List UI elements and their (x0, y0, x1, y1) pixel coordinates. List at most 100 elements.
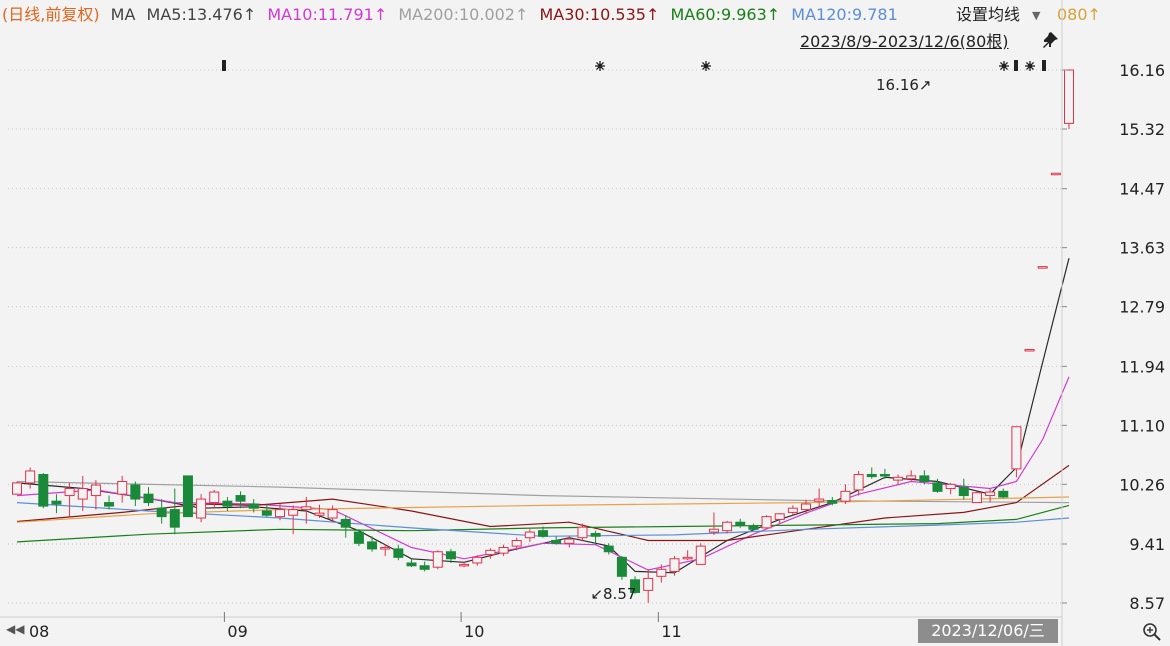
candle-body (893, 476, 904, 481)
candle-body (866, 473, 877, 478)
candle-body (1024, 348, 1035, 352)
candle (25, 467, 36, 489)
y-tick-label: 13.63 (1119, 239, 1165, 258)
candle-body (288, 509, 299, 516)
candle-body (25, 470, 36, 484)
candle (945, 482, 956, 495)
candle-body (261, 510, 272, 516)
candle-body (248, 503, 259, 509)
candle-body (209, 491, 220, 504)
x-tick-label: 10 (464, 622, 484, 641)
candle (209, 489, 220, 509)
candle-body (77, 488, 88, 500)
candle (77, 475, 88, 512)
ma-label: MA (110, 5, 136, 24)
candle-body (275, 509, 285, 518)
candle (814, 488, 825, 507)
candle-body (472, 556, 483, 564)
candle-body (538, 530, 548, 537)
candle-body (616, 556, 627, 577)
candle-body (367, 541, 378, 550)
candle-body (945, 483, 956, 490)
candle-body (906, 475, 917, 480)
candle-body (682, 556, 693, 560)
candle (656, 564, 667, 583)
ma-overflow-value: 080↑ (1057, 5, 1101, 24)
candle-body (564, 538, 575, 544)
ma30-value: MA30:10.535↑ (539, 5, 660, 24)
candle (485, 548, 496, 559)
chart-mode-label: (日线,前复权) (2, 5, 100, 24)
candle-body (695, 545, 706, 565)
event-marker-icon (595, 61, 605, 71)
candle-body (748, 525, 759, 530)
candle (130, 481, 141, 507)
candle (419, 561, 430, 572)
candle-body (353, 531, 364, 544)
candle (998, 488, 1009, 499)
candle (735, 518, 746, 528)
candle-body (511, 540, 522, 547)
candle (603, 543, 614, 555)
candle (669, 555, 680, 576)
candle (143, 487, 154, 507)
date-range-label[interactable]: 2023/8/9-2023/12/6(80根) (800, 32, 1009, 51)
candle (38, 473, 49, 509)
rewind-icon[interactable]: ◀◀ (6, 622, 25, 636)
candle (459, 561, 470, 568)
y-tick-label: 8.57 (1129, 594, 1165, 613)
zoom-icon[interactable] (1140, 620, 1164, 642)
candle-body (445, 551, 456, 560)
candle-body (840, 490, 851, 502)
candle (314, 504, 325, 519)
candle (472, 555, 483, 566)
candle (906, 470, 917, 482)
y-tick-label: 11.94 (1119, 357, 1165, 376)
candle (551, 536, 562, 545)
candle (432, 550, 443, 570)
candle (774, 513, 785, 524)
candle-body (90, 484, 101, 497)
candle (958, 478, 969, 500)
event-marker-icon (701, 61, 711, 71)
candle-body (314, 512, 325, 516)
candle-body (459, 563, 470, 567)
set-ma-button[interactable]: 设置均线 ▼ (956, 4, 1043, 26)
candle (761, 515, 772, 530)
candle (866, 467, 877, 479)
y-tick-label: 16.16 (1119, 61, 1165, 80)
chevron-down-icon: ▼ (1032, 8, 1041, 22)
candle-body (879, 473, 890, 477)
candle-body (761, 516, 772, 529)
candle (275, 503, 285, 521)
x-tick-label: 08 (29, 622, 49, 641)
candle (919, 470, 930, 485)
candle (196, 494, 207, 523)
ma120-value: MA120:9.781 (791, 5, 898, 24)
candle (630, 576, 641, 594)
x-tick-label: 09 (227, 622, 247, 641)
ma5-value: MA5:13.476↑ (146, 5, 257, 24)
candle (90, 480, 101, 510)
candle-body (419, 565, 430, 570)
candle (301, 496, 312, 524)
candle-body (51, 500, 62, 505)
candle (12, 481, 22, 495)
candle-body (1050, 172, 1061, 176)
candle (840, 484, 851, 504)
pin-icon[interactable] (1040, 30, 1060, 50)
ma-line-ma60 (16, 504, 1070, 543)
candle (853, 470, 864, 496)
candle-body (117, 481, 128, 495)
y-tick-label: 12.79 (1119, 298, 1165, 317)
candle (288, 505, 299, 535)
candle (406, 558, 417, 568)
candle (340, 515, 351, 538)
candle-body (985, 491, 996, 497)
event-marker-dot (703, 63, 709, 69)
candle-body (380, 547, 391, 550)
candle-body (327, 509, 338, 519)
candle-body (38, 473, 49, 507)
candle (117, 475, 128, 503)
